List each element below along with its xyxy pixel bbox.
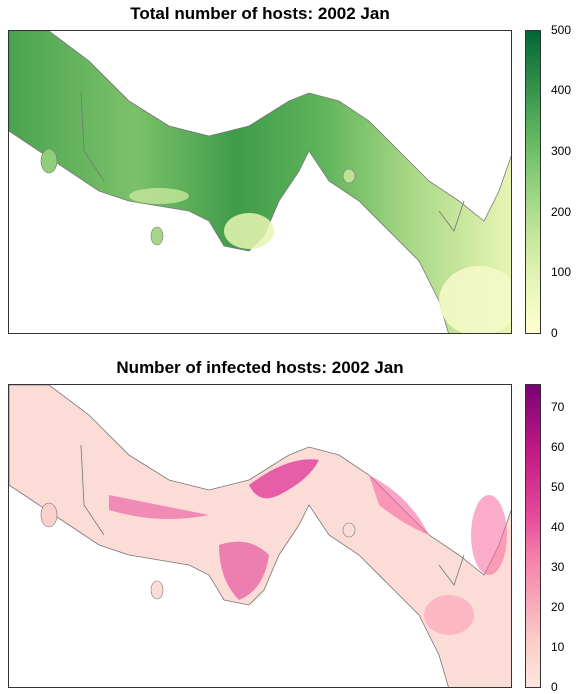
island (40, 502, 58, 528)
legend-tick: 400 (551, 83, 572, 97)
legend-tick: 300 (551, 144, 572, 158)
island (40, 148, 58, 174)
legend-bar-infected-hosts (525, 384, 541, 688)
map-title-infected-hosts: Number of infected hosts: 2002 Jan (116, 358, 404, 377)
landmass-bottom (9, 385, 511, 687)
border-line (438, 554, 465, 586)
legend-tick: 70 (551, 400, 565, 414)
legend-tick: 30 (551, 560, 565, 574)
legend-tick: 20 (551, 600, 565, 614)
hotspot (109, 495, 209, 519)
hotspot (249, 459, 319, 499)
legend-tick: 10 (551, 640, 565, 654)
legend-total-hosts (525, 30, 541, 334)
border-line (80, 444, 105, 536)
landmass-top (9, 31, 511, 333)
legend-tick: 0 (551, 326, 558, 340)
legend-tick: 60 (551, 440, 565, 454)
island (342, 168, 356, 184)
hotspot (369, 475, 429, 535)
map-infected-hosts (8, 384, 512, 688)
border-line (438, 200, 465, 232)
legend-bar-total-hosts (525, 30, 541, 334)
legend-infected-hosts (525, 384, 541, 688)
hotspot (424, 595, 474, 635)
island (150, 226, 164, 246)
pale-patch (439, 266, 511, 333)
legend-tick: 0 (551, 680, 558, 694)
pale-patch (129, 188, 189, 204)
legend-tick: 50 (551, 480, 565, 494)
legend-tick: 40 (551, 520, 565, 534)
island (150, 580, 164, 600)
map-total-hosts-svg (9, 31, 511, 333)
island (342, 522, 356, 538)
legend-tick: 500 (551, 23, 572, 37)
legend-tick: 200 (551, 205, 572, 219)
map-infected-hosts-svg (9, 385, 511, 687)
hotspot (219, 541, 269, 600)
border-line (80, 90, 105, 182)
legend-tick: 100 (551, 265, 572, 279)
pale-patch (224, 213, 274, 249)
map-total-hosts (8, 30, 512, 334)
map-title-total-hosts: Total number of hosts: 2002 Jan (130, 4, 390, 23)
hotspot (471, 495, 507, 575)
